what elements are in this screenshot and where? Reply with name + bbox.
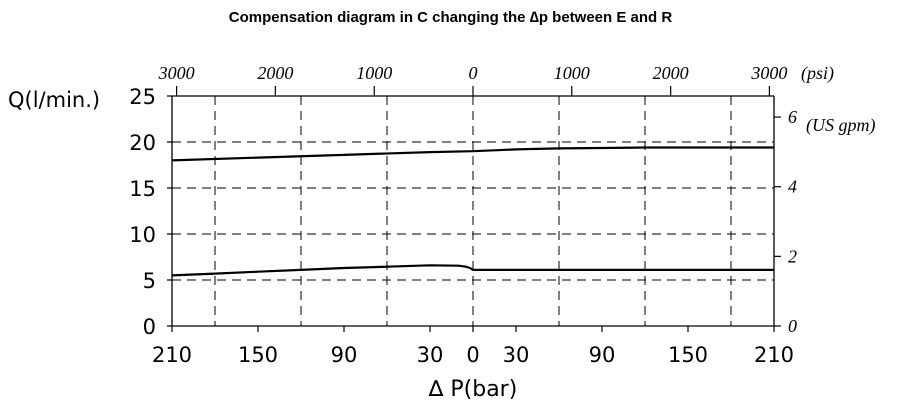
series-layer bbox=[171, 146, 774, 277]
right-axis-unit: (US gpm) bbox=[806, 115, 876, 136]
right-tick-label: 4 bbox=[788, 177, 797, 197]
x-tick-label: 150 bbox=[238, 343, 278, 367]
series-line-2 bbox=[171, 264, 774, 277]
x-tick-label: 210 bbox=[152, 343, 192, 367]
x-tick-label: 30 bbox=[417, 343, 444, 367]
top-axis-unit: (psi) bbox=[801, 63, 834, 84]
x-tick-label: 90 bbox=[331, 343, 358, 367]
x-axis-label: ∆ P(bar) bbox=[428, 377, 518, 402]
top-tick-label: 2000 bbox=[257, 63, 293, 83]
top-tick-label: 1000 bbox=[554, 63, 590, 83]
top-tick-label: 2000 bbox=[653, 63, 689, 83]
chart-title: Compensation diagram in C changing the ∆… bbox=[228, 9, 673, 26]
top-tick-label: 3000 bbox=[750, 63, 787, 83]
y-axis-label: Q(l/min.) bbox=[8, 88, 100, 112]
y-tick-label: 0 bbox=[143, 315, 156, 339]
x-tick-label: 0 bbox=[466, 343, 479, 367]
x-tick-label: 150 bbox=[668, 343, 708, 367]
right-tick-label: 2 bbox=[788, 246, 797, 266]
x-tick-label: 30 bbox=[503, 343, 530, 367]
right-tick-label: 6 bbox=[788, 107, 797, 127]
y-tick-label: 20 bbox=[129, 131, 156, 155]
y-tick-label: 5 bbox=[143, 269, 156, 293]
y-tick-label: 15 bbox=[129, 177, 156, 201]
right-tick-label: 0 bbox=[788, 316, 797, 336]
top-tick-label: 1000 bbox=[356, 63, 392, 83]
series-line-1 bbox=[171, 146, 774, 162]
x-tick-label: 210 bbox=[754, 343, 794, 367]
y-tick-label: 25 bbox=[129, 85, 156, 109]
x-tick-label: 90 bbox=[589, 343, 616, 367]
top-tick-label: 3000 bbox=[158, 63, 195, 83]
top-tick-label: 0 bbox=[469, 63, 478, 83]
y-tick-label: 10 bbox=[129, 223, 156, 247]
grid-lines bbox=[172, 96, 774, 326]
